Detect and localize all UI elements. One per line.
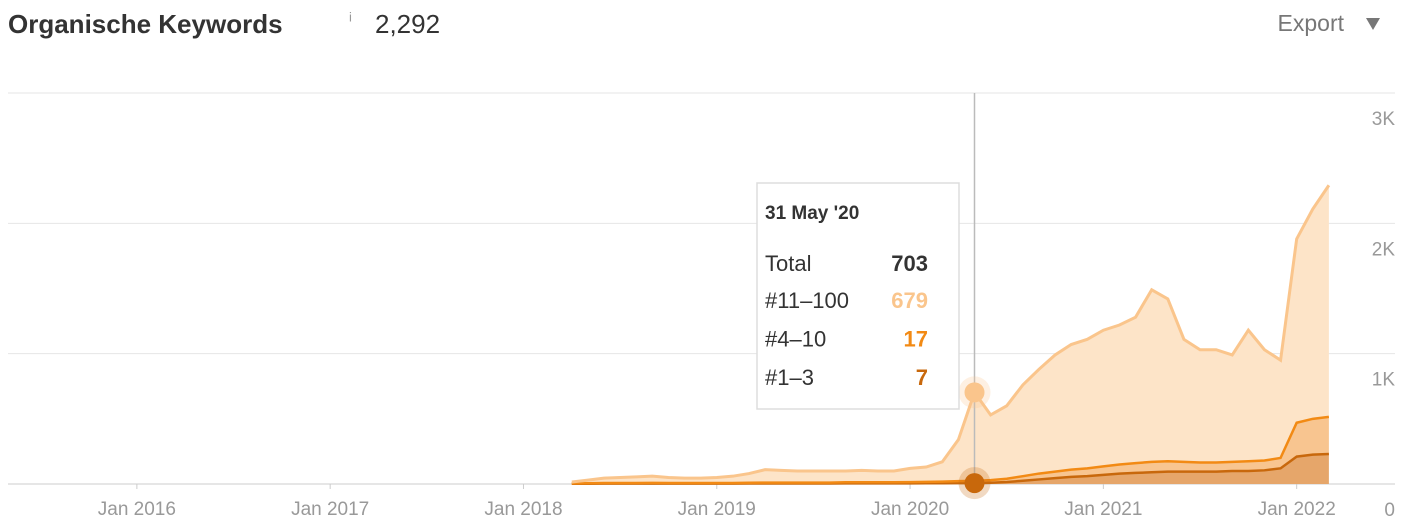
y-tick-label: 2K bbox=[1372, 239, 1396, 260]
area bbox=[571, 454, 1329, 484]
hover-point bbox=[964, 382, 985, 403]
legend-entry: #1–3 bbox=[765, 365, 814, 390]
x-tick-label: Jan 2018 bbox=[484, 499, 562, 520]
info-icon[interactable]: i bbox=[349, 9, 352, 24]
tooltip-label: Total bbox=[765, 251, 811, 276]
export-caret[interactable] bbox=[1366, 18, 1380, 30]
x-tick-label: Jan 2017 bbox=[291, 499, 369, 520]
y-tick-label: 3K bbox=[1372, 109, 1396, 130]
tooltip: 31 May '20 Total 703 #11–100 679 #4–10 17 #1–3 7 bbox=[756, 182, 960, 410]
tooltip-box bbox=[756, 182, 960, 410]
tooltip-value: 703 bbox=[891, 251, 928, 276]
tooltip-value: 679 bbox=[891, 288, 928, 313]
tooltip-date: 31 May '20 bbox=[765, 203, 859, 224]
series-line bbox=[571, 415, 1330, 485]
x-tick-label: Jan 2016 bbox=[98, 499, 176, 520]
x-tick-label: Jan 2021 bbox=[1064, 499, 1142, 520]
y-tick-label: 0 bbox=[1384, 500, 1395, 521]
y-tick-label: 1K bbox=[1372, 370, 1396, 391]
x-tick-label: Jan 2019 bbox=[678, 499, 756, 520]
legend-entry: #4–10 bbox=[765, 326, 826, 351]
x-tick-label: Jan 2022 bbox=[1258, 499, 1336, 520]
plot: 0 1K 2K 3K Jan 2016 Jan 2017 Jan 2018 Jan 2019 J… bbox=[8, 92, 1396, 521]
keyword-count: 2,292 bbox=[375, 9, 440, 39]
tooltip-value: 7 bbox=[916, 365, 928, 390]
tooltip-value: 17 bbox=[904, 326, 928, 351]
area bbox=[571, 185, 1329, 484]
export-button[interactable]: Export bbox=[1278, 10, 1345, 36]
title: Organische Keywords bbox=[8, 9, 283, 39]
x-tick-label: Jan 2020 bbox=[871, 499, 949, 520]
series-line bbox=[571, 184, 1331, 484]
hover-point bbox=[964, 473, 985, 494]
legend-entry: #11–100 bbox=[765, 288, 849, 313]
area bbox=[571, 416, 1329, 484]
